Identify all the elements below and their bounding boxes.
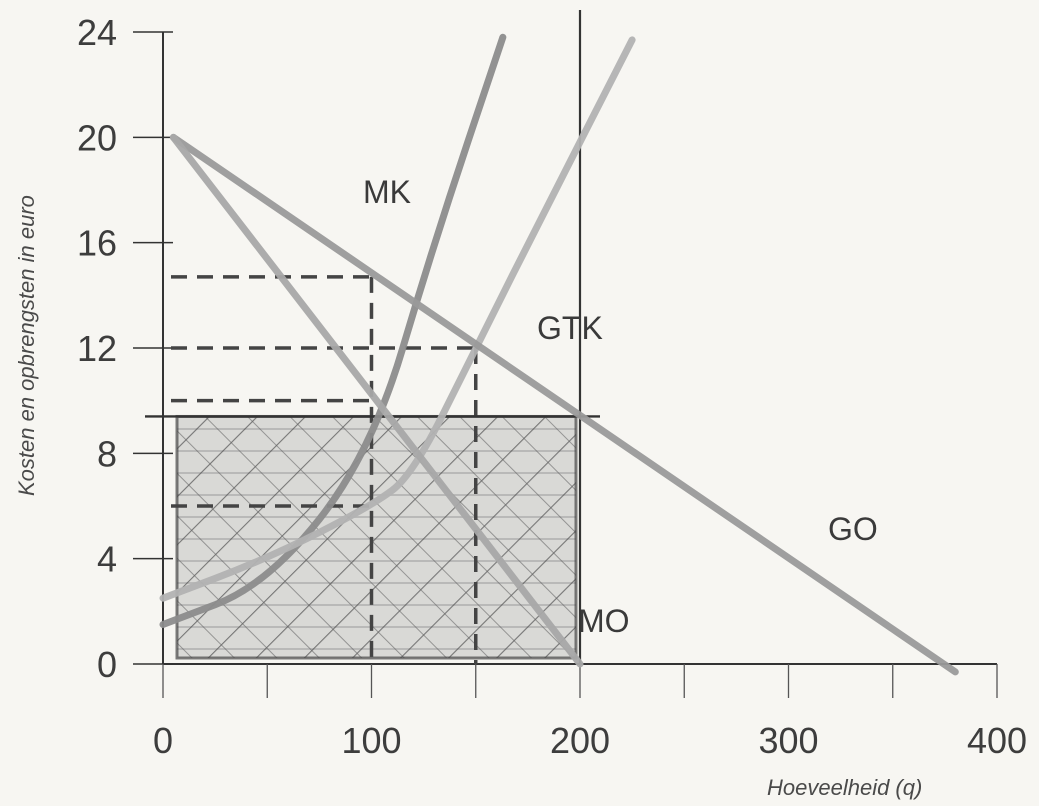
y-tick-labels: 0 4 8 12 16 20 24 (77, 12, 117, 685)
series-line-gtk (159, 36, 636, 602)
dashed-guides (171, 275, 478, 664)
series-line-mo (169, 133, 584, 668)
label-mo: MO (578, 603, 630, 639)
label-gtk: GTK (537, 310, 603, 346)
series-line-mk (159, 33, 507, 628)
y-tick-label: 0 (97, 644, 117, 685)
y-axis-title: Kosten en opbrengsten in euro (14, 195, 39, 496)
x-tick-label: 100 (341, 720, 401, 761)
x-tick-label: 400 (967, 720, 1027, 761)
label-go: GO (828, 511, 878, 547)
y-tick-label: 16 (77, 223, 117, 264)
y-tick-label: 8 (97, 433, 117, 474)
y-tick-label: 12 (77, 328, 117, 369)
series-line-go (169, 133, 959, 676)
y-tick-label: 20 (77, 117, 117, 158)
shade-hatch-diagonal-b (177, 416, 576, 658)
y-tick-label: 24 (77, 12, 117, 53)
reference-lines (145, 10, 600, 664)
series-lines (159, 33, 959, 676)
y-tick-label: 4 (97, 539, 117, 580)
x-tick-labels: 0 100 200 300 400 (153, 720, 1027, 761)
x-tick-label: 200 (550, 720, 610, 761)
x-tick-label: 300 (758, 720, 818, 761)
label-mk: MK (363, 174, 411, 210)
shaded-profit-area (175, 414, 578, 660)
x-axis-title: Hoeveelheid (q) (767, 775, 922, 800)
x-tick-label: 0 (153, 720, 173, 761)
